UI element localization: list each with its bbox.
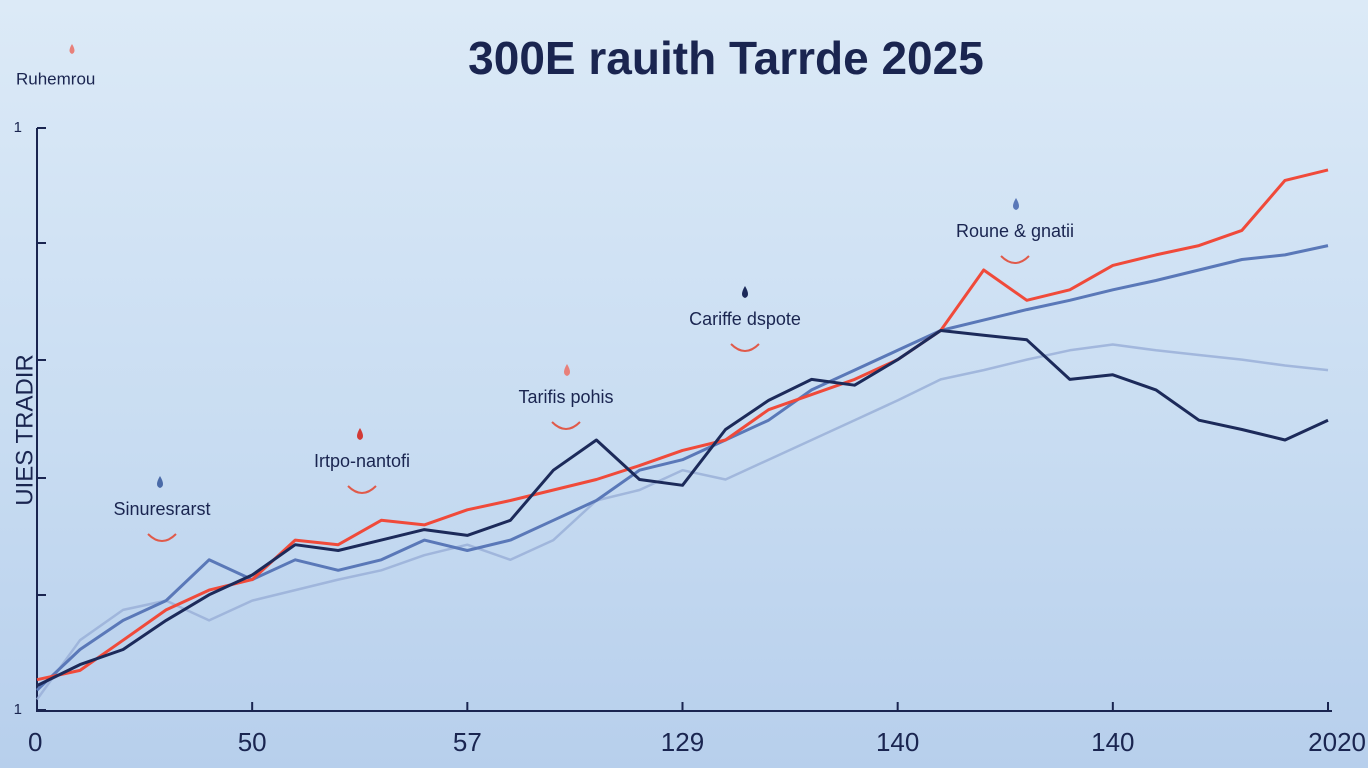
x-tick-label: 57 <box>453 727 482 757</box>
annotation: Roune & gnatii <box>956 221 1074 241</box>
y-tick-label: 1 <box>14 119 22 136</box>
series-line <box>36 329 1329 687</box>
annotation: Irtpo-nantofi <box>314 451 410 471</box>
x-tick-label: 0 <box>28 727 42 757</box>
annotation-arc <box>147 533 177 542</box>
drop-icon <box>157 476 163 488</box>
y-tick-label: 1 <box>14 701 22 718</box>
annotation-arc <box>730 343 760 352</box>
x-tick-label: 129 <box>661 727 704 757</box>
series-line <box>35 343 1329 701</box>
annotation-arc <box>347 485 377 494</box>
annotation-arc <box>551 421 581 430</box>
drop-icon <box>69 44 75 54</box>
drop-icon <box>742 286 748 298</box>
x-tick-label: 140 <box>876 727 919 757</box>
legend-note: Ruhemrou <box>16 69 95 88</box>
annotation-arc <box>1000 255 1030 264</box>
x-tick-label: 140 <box>1091 727 1134 757</box>
y-axis-label: UIES TRADIR <box>11 354 38 506</box>
drop-icon <box>564 364 570 376</box>
chart-title: 300E rauith Tarrde 2025 <box>468 32 984 84</box>
annotation: Sinuresrarst <box>113 499 210 519</box>
drop-icon <box>357 428 363 440</box>
annotation: Cariffe dspote <box>689 309 801 329</box>
x-tick-label: 2020 <box>1308 727 1366 757</box>
minor-ticks <box>37 242 46 596</box>
annotation: Tarifis pohis <box>518 387 613 407</box>
series-line <box>36 168 1329 682</box>
series-line <box>35 244 1329 692</box>
x-tick-label: 50 <box>238 727 267 757</box>
drop-icon <box>1013 198 1019 210</box>
